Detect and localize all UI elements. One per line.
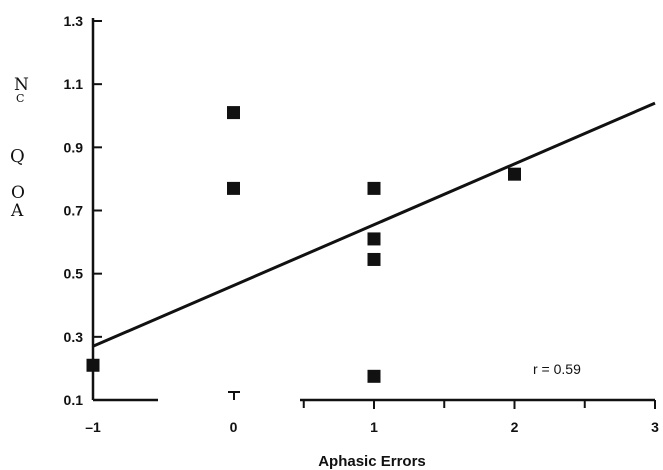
ylabel-fragment: O	[11, 183, 25, 203]
data-marks	[86, 101, 656, 383]
ylabel-fragment: N	[14, 75, 29, 95]
x-axis-title: Aphasic Errors	[318, 453, 426, 470]
data-point	[86, 358, 100, 372]
x-tick-label: –1	[85, 419, 101, 435]
y-tick-label: 1.3	[64, 13, 84, 29]
regression-line	[92, 101, 656, 348]
x-tick-label: 1	[370, 419, 378, 435]
ylabel-fragment: Q	[10, 146, 25, 167]
data-point	[227, 106, 240, 120]
x-tick-label: 2	[511, 419, 519, 435]
correlation-annotation: r = 0.59	[533, 361, 581, 377]
y-axis: 0.1 0.3 0.5 0.7 0.9 1.1 1.3	[64, 13, 102, 408]
data-point	[227, 181, 240, 195]
data-point	[367, 252, 381, 266]
data-point	[367, 181, 381, 195]
x-axis: –1 0 1 2 3	[85, 391, 659, 435]
y-tick-label: 1.1	[64, 76, 84, 92]
ylabel-fragment: C	[16, 92, 24, 105]
x-tick-label: 0	[230, 419, 238, 435]
y-tick-label: 0.3	[64, 329, 84, 345]
y-tick-label: 0.1	[64, 392, 84, 408]
y-tick-label: 0.9	[64, 139, 84, 155]
y-tick-label: 0.5	[64, 266, 84, 282]
data-point	[367, 369, 381, 383]
y-tick-label: 0.7	[64, 203, 84, 219]
x-tick-label: 3	[651, 419, 659, 435]
data-point	[508, 167, 521, 181]
ylabel-fragment: A	[10, 201, 24, 221]
data-point	[367, 232, 381, 246]
